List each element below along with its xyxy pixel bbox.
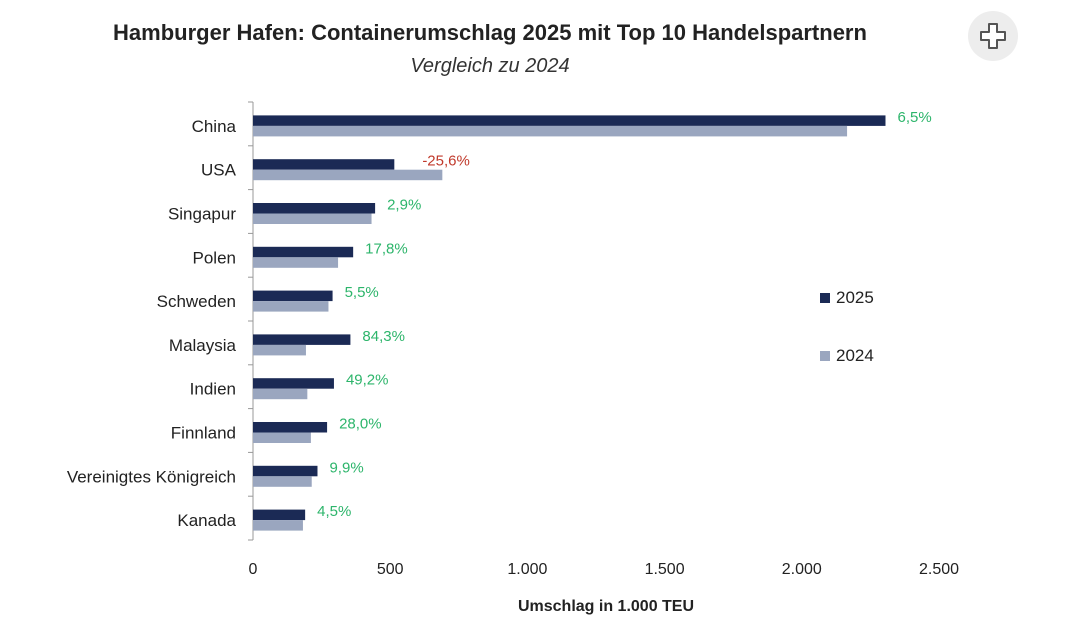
bar-2025	[253, 115, 886, 126]
legend-swatch	[820, 293, 830, 303]
chart-title: Hamburger Hafen: Containerumschlag 2025 …	[113, 20, 867, 45]
category-label: Vereinigtes Königreich	[67, 467, 236, 486]
bar-2024	[253, 169, 443, 181]
bar-2024	[253, 432, 311, 443]
category-label: Singapur	[168, 205, 236, 224]
x-tick-label: 2.500	[919, 561, 959, 578]
x-axis-label: Umschlag in 1.000 TEU	[518, 598, 694, 615]
bar-2025	[253, 378, 334, 389]
bar-2025	[253, 203, 376, 214]
bar-2024	[253, 344, 306, 356]
change-label: 2,9%	[387, 197, 421, 214]
chart-subtitle: Vergleich zu 2024	[410, 55, 570, 77]
bar-2024	[253, 476, 312, 487]
x-tick-label: 1.000	[507, 561, 547, 578]
bar-2025	[253, 465, 318, 477]
bar-2024	[253, 257, 339, 268]
category-label: Finnland	[171, 424, 236, 443]
legend-label: 2025	[836, 288, 874, 307]
change-label: 49,2%	[346, 372, 389, 389]
change-label: -25,6%	[422, 153, 470, 170]
bar-2025	[253, 246, 354, 258]
bar-2025	[253, 334, 351, 345]
bar-2025	[253, 290, 333, 302]
bar-2024	[253, 520, 303, 531]
category-label: China	[192, 117, 237, 136]
expand-button[interactable]	[968, 11, 1018, 61]
change-label: 5,5%	[345, 284, 379, 301]
category-label: Indien	[190, 380, 236, 399]
change-label: 9,9%	[329, 459, 363, 476]
bar-2024	[253, 125, 848, 137]
change-label: 17,8%	[365, 240, 408, 257]
bar-2024	[253, 388, 308, 400]
legend-label: 2024	[836, 346, 874, 365]
x-tick-label: 1.500	[645, 561, 685, 578]
category-label: Schweden	[157, 292, 236, 311]
legend-swatch	[820, 351, 830, 361]
x-tick-label: 0	[249, 561, 258, 578]
x-tick-label: 500	[377, 561, 404, 578]
change-label: 84,3%	[362, 328, 405, 345]
category-label: USA	[201, 161, 237, 180]
change-label: 4,5%	[317, 503, 351, 520]
change-label: 6,5%	[897, 109, 931, 126]
category-label: Malaysia	[169, 336, 237, 355]
bar-2024	[253, 301, 329, 312]
bar-2025	[253, 509, 306, 521]
category-label: Polen	[193, 248, 236, 267]
bar-2024	[253, 213, 372, 224]
x-tick-label: 2.000	[782, 561, 822, 578]
bar-2025	[253, 159, 395, 170]
category-label: Kanada	[177, 511, 236, 530]
change-label: 28,0%	[339, 416, 382, 433]
bar-2025	[253, 422, 328, 433]
plus-expand-icon	[980, 23, 1006, 49]
